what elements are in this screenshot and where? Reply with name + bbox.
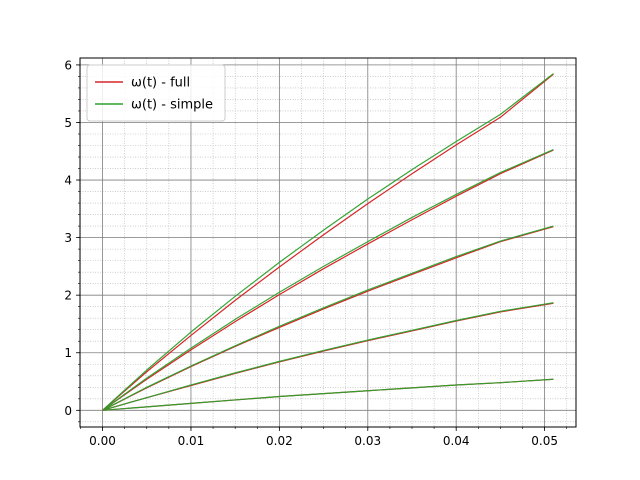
legend-label-1: ω(t) - simple <box>131 98 213 113</box>
series-line-3 <box>102 148 554 411</box>
series-line-1 <box>102 73 554 411</box>
y-tick-label: 5 <box>64 116 72 130</box>
legend-label-0: ω(t) - full <box>131 76 190 91</box>
axes-frame <box>79 57 577 428</box>
y-tick-label: 6 <box>64 58 72 72</box>
x-tick-label: 0.02 <box>266 434 293 448</box>
x-tick-label: 0.00 <box>89 434 116 448</box>
legend-box <box>86 64 226 122</box>
y-tick-label: 0 <box>64 404 72 418</box>
series-line-9 <box>102 378 554 411</box>
series-group <box>102 73 554 411</box>
axis-ticks: 0.00 0.01 0.02 0.03 0.04 0.05 0 1 2 3 4 5 6 <box>64 58 568 448</box>
y-tick-label: 1 <box>64 346 72 360</box>
x-tick-label: 0.01 <box>178 434 205 448</box>
series-line-2 <box>102 149 554 411</box>
y-tick-label: 4 <box>64 174 72 188</box>
series-line-0 <box>102 73 554 411</box>
y-tick-label: 2 <box>64 289 72 303</box>
legend: ω(t) - full ω(t) - simple <box>86 64 226 122</box>
series-line-7 <box>102 302 554 411</box>
series-line-5 <box>102 225 554 411</box>
y-tick-label: 3 <box>64 231 72 245</box>
x-tick-label: 0.03 <box>354 434 381 448</box>
minor-grid <box>80 58 576 427</box>
x-tick-label: 0.05 <box>531 434 558 448</box>
x-tick-label: 0.04 <box>443 434 470 448</box>
